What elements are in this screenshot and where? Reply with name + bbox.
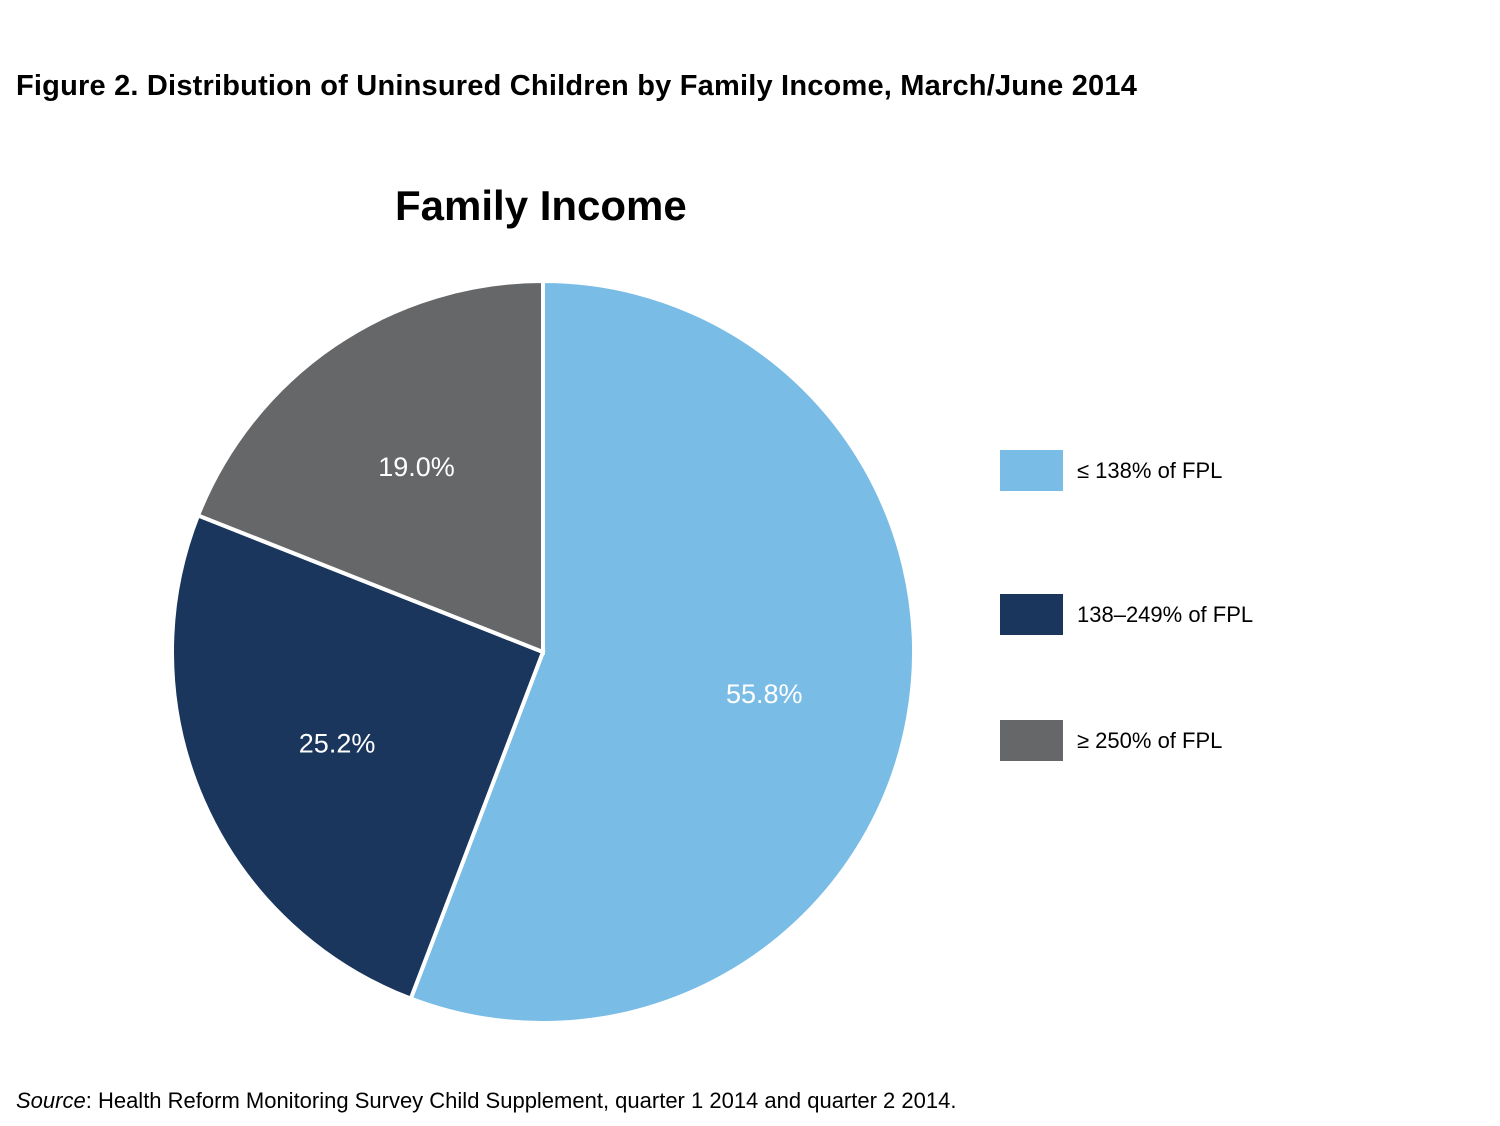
figure-title: Figure 2. Distribution of Uninsured Chil…: [16, 70, 1138, 102]
legend-swatch-0: [1000, 450, 1063, 491]
legend-label-2: ≥ 250% of FPL: [1077, 727, 1223, 753]
legend-item-1: 138–249% of FPL: [1000, 594, 1253, 635]
source-prefix: Source: [16, 1088, 86, 1113]
legend-label-0: ≤ 138% of FPL: [1077, 457, 1223, 483]
legend-swatch-1: [1000, 594, 1063, 635]
pie-slice-0: [408, 278, 916, 1025]
legend-item-2: ≥ 250% of FPL: [1000, 720, 1222, 761]
source-note: Source: Health Reform Monitoring Survey …: [16, 1088, 956, 1114]
legend-swatch-2: [1000, 720, 1063, 761]
pie-slice-label-1: 25.2%: [299, 729, 376, 759]
chart-title: Family Income: [395, 182, 687, 229]
legend-item-0: ≤ 138% of FPL: [1000, 450, 1222, 491]
pie-slice-1: [170, 512, 546, 1002]
legend-label-1: 138–249% of FPL: [1077, 601, 1254, 627]
pie-slice-label-2: 19.0%: [378, 452, 455, 482]
pie-slice-label-0: 55.8%: [726, 679, 803, 709]
source-text: : Health Reform Monitoring Survey Child …: [85, 1088, 957, 1113]
pie-slice-2: [195, 278, 545, 655]
